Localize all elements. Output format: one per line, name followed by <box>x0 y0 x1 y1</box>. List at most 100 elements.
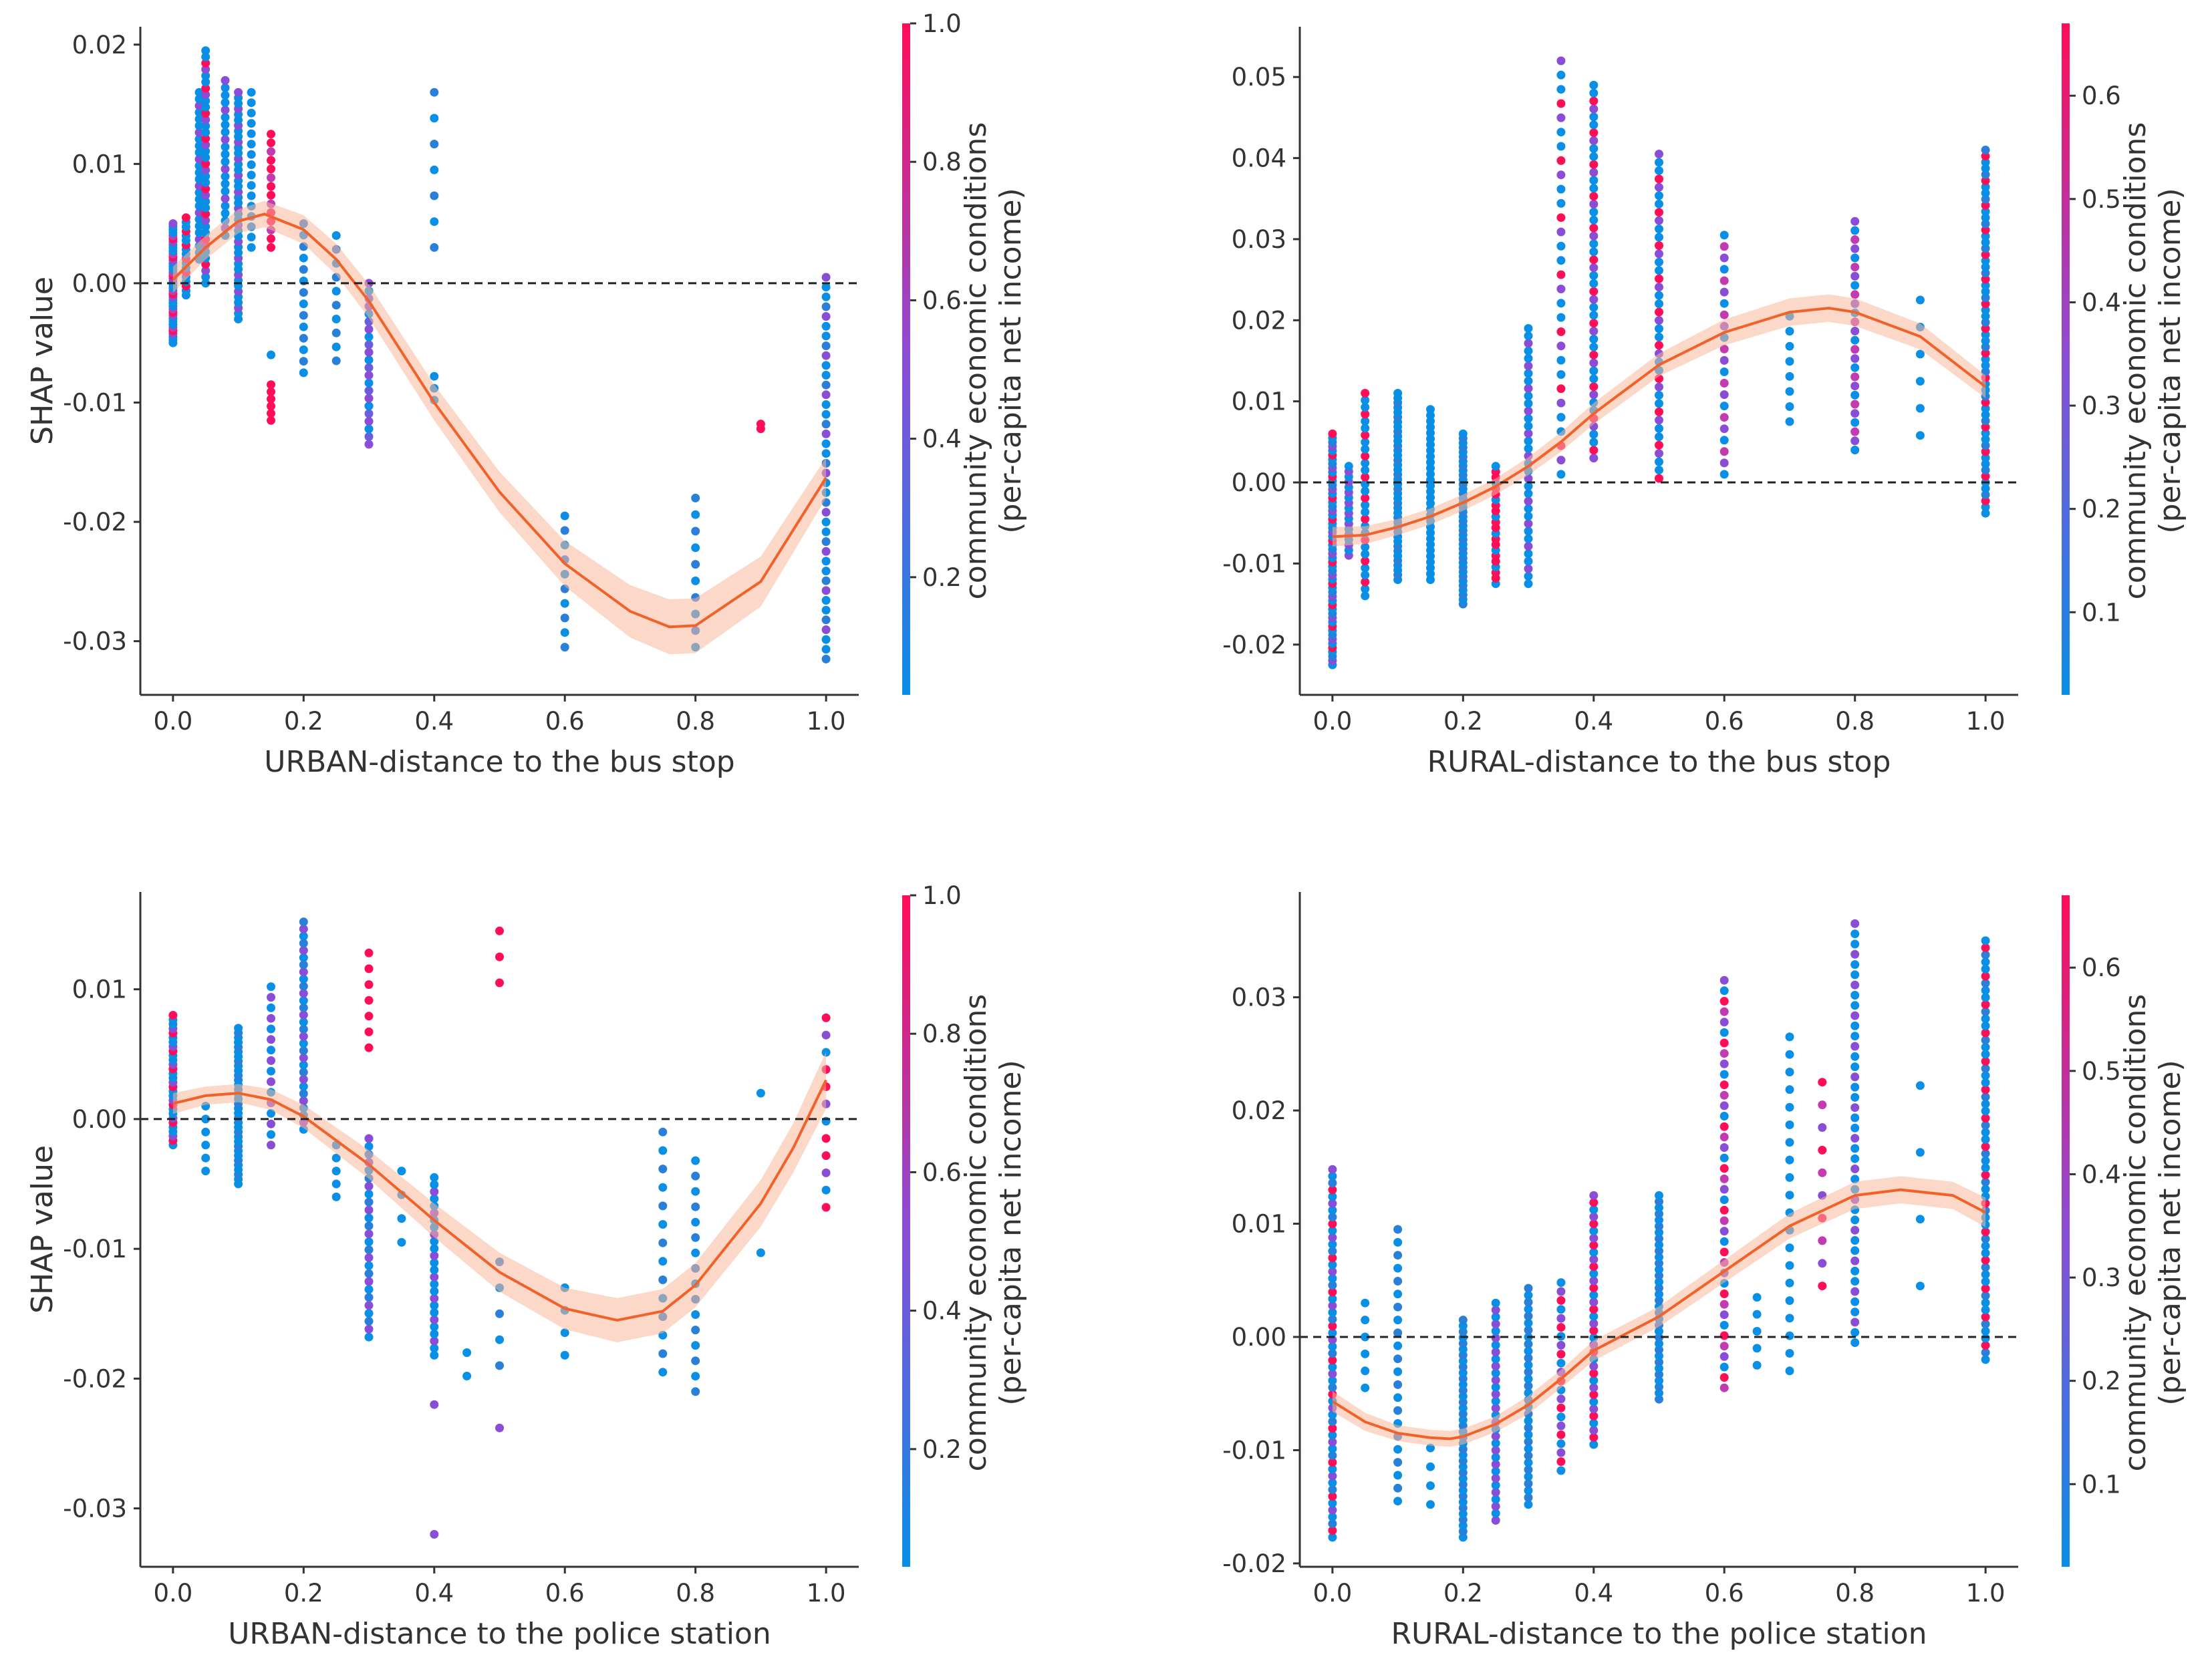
data-point <box>1719 975 1729 985</box>
data-point <box>462 1348 472 1357</box>
data-point <box>1655 432 1663 442</box>
data-point <box>1850 1113 1860 1122</box>
data-point <box>267 1077 275 1086</box>
data-point <box>462 1372 472 1380</box>
data-point <box>267 350 275 359</box>
data-point <box>430 371 439 381</box>
data-point <box>1850 1032 1860 1041</box>
data-point <box>1556 1394 1566 1404</box>
data-point <box>1328 1342 1337 1351</box>
data-point <box>364 1205 374 1215</box>
data-point <box>1524 376 1533 386</box>
data-point <box>1328 1213 1337 1222</box>
data-point <box>821 312 831 321</box>
data-point <box>1719 367 1729 376</box>
data-point <box>1655 1259 1663 1268</box>
data-point <box>1328 1424 1337 1433</box>
data-point <box>1589 152 1599 161</box>
data-point <box>1328 1444 1337 1453</box>
data-point <box>658 1183 668 1192</box>
data-point <box>1589 279 1599 288</box>
data-point <box>1785 1331 1794 1340</box>
data-point <box>1361 444 1370 454</box>
data-point <box>1589 311 1599 320</box>
y-axis-label: SHAP value <box>25 277 59 445</box>
data-point <box>430 140 439 149</box>
data-point <box>1524 346 1533 355</box>
data-point <box>267 243 275 252</box>
data-point <box>1981 986 1990 995</box>
data-point <box>1981 490 1990 499</box>
data-point <box>1655 1271 1663 1280</box>
data-point <box>1981 299 1990 309</box>
data-point <box>1850 1072 1860 1082</box>
data-point <box>1719 1362 1729 1372</box>
data-point <box>1556 299 1566 308</box>
x-tick-label: 0.4 <box>414 707 454 736</box>
data-point <box>331 342 341 351</box>
data-point <box>1524 384 1533 393</box>
data-point <box>1361 585 1370 593</box>
data-point <box>1589 319 1599 328</box>
data-point <box>1981 1249 1990 1257</box>
data-point <box>1556 313 1566 322</box>
data-point <box>364 1213 374 1223</box>
data-point <box>1850 382 1860 391</box>
data-point <box>364 1309 374 1318</box>
data-point <box>364 1134 374 1143</box>
data-point <box>299 368 308 377</box>
data-point <box>201 71 211 80</box>
data-point <box>1655 1221 1663 1231</box>
data-point <box>364 964 374 973</box>
data-point <box>299 265 308 274</box>
data-point <box>1981 1306 1990 1314</box>
data-point <box>1491 1390 1500 1399</box>
data-point <box>267 416 275 425</box>
data-point <box>1524 1291 1533 1300</box>
data-point <box>1850 980 1860 990</box>
data-point <box>1981 152 1990 161</box>
data-point <box>1556 384 1566 394</box>
data-point <box>1915 1281 1925 1291</box>
data-point <box>267 130 275 139</box>
data-point <box>1850 436 1860 446</box>
x-tick-label: 0.2 <box>284 1579 323 1608</box>
data-point <box>1589 1226 1599 1235</box>
data-point <box>299 931 308 941</box>
data-point <box>1361 410 1370 419</box>
data-point <box>299 299 308 309</box>
colorbar-label-line1: community economic conditions <box>2118 994 2153 1472</box>
data-point <box>1981 1326 1990 1336</box>
data-point <box>1785 1050 1794 1059</box>
data-point <box>234 88 243 97</box>
data-point <box>299 345 308 354</box>
data-point <box>1556 413 1566 422</box>
data-point <box>201 115 211 124</box>
data-point <box>267 1046 275 1055</box>
data-point <box>201 96 211 106</box>
data-point <box>1719 1049 1729 1058</box>
data-point <box>1981 1341 1990 1350</box>
data-point <box>1850 991 1860 1000</box>
data-point <box>1393 1225 1403 1234</box>
data-point <box>1981 1142 1990 1151</box>
data-point <box>1524 496 1533 506</box>
data-point <box>1981 1042 1990 1052</box>
data-point <box>194 101 204 110</box>
data-point <box>1491 1298 1500 1308</box>
data-point <box>247 181 256 190</box>
data-point <box>1491 1382 1500 1392</box>
y-tick-label: 0.03 <box>1232 225 1286 254</box>
data-point <box>1589 1397 1599 1406</box>
data-point <box>1655 1339 1663 1348</box>
data-point <box>331 301 341 310</box>
data-point <box>1785 387 1794 396</box>
data-point <box>1328 1328 1337 1338</box>
data-point <box>430 1336 439 1346</box>
data-point <box>1589 327 1599 336</box>
data-point <box>1655 1382 1663 1392</box>
data-point <box>1491 1446 1500 1455</box>
data-point <box>1981 964 1990 973</box>
data-point <box>691 1248 700 1257</box>
data-point <box>267 1141 275 1150</box>
